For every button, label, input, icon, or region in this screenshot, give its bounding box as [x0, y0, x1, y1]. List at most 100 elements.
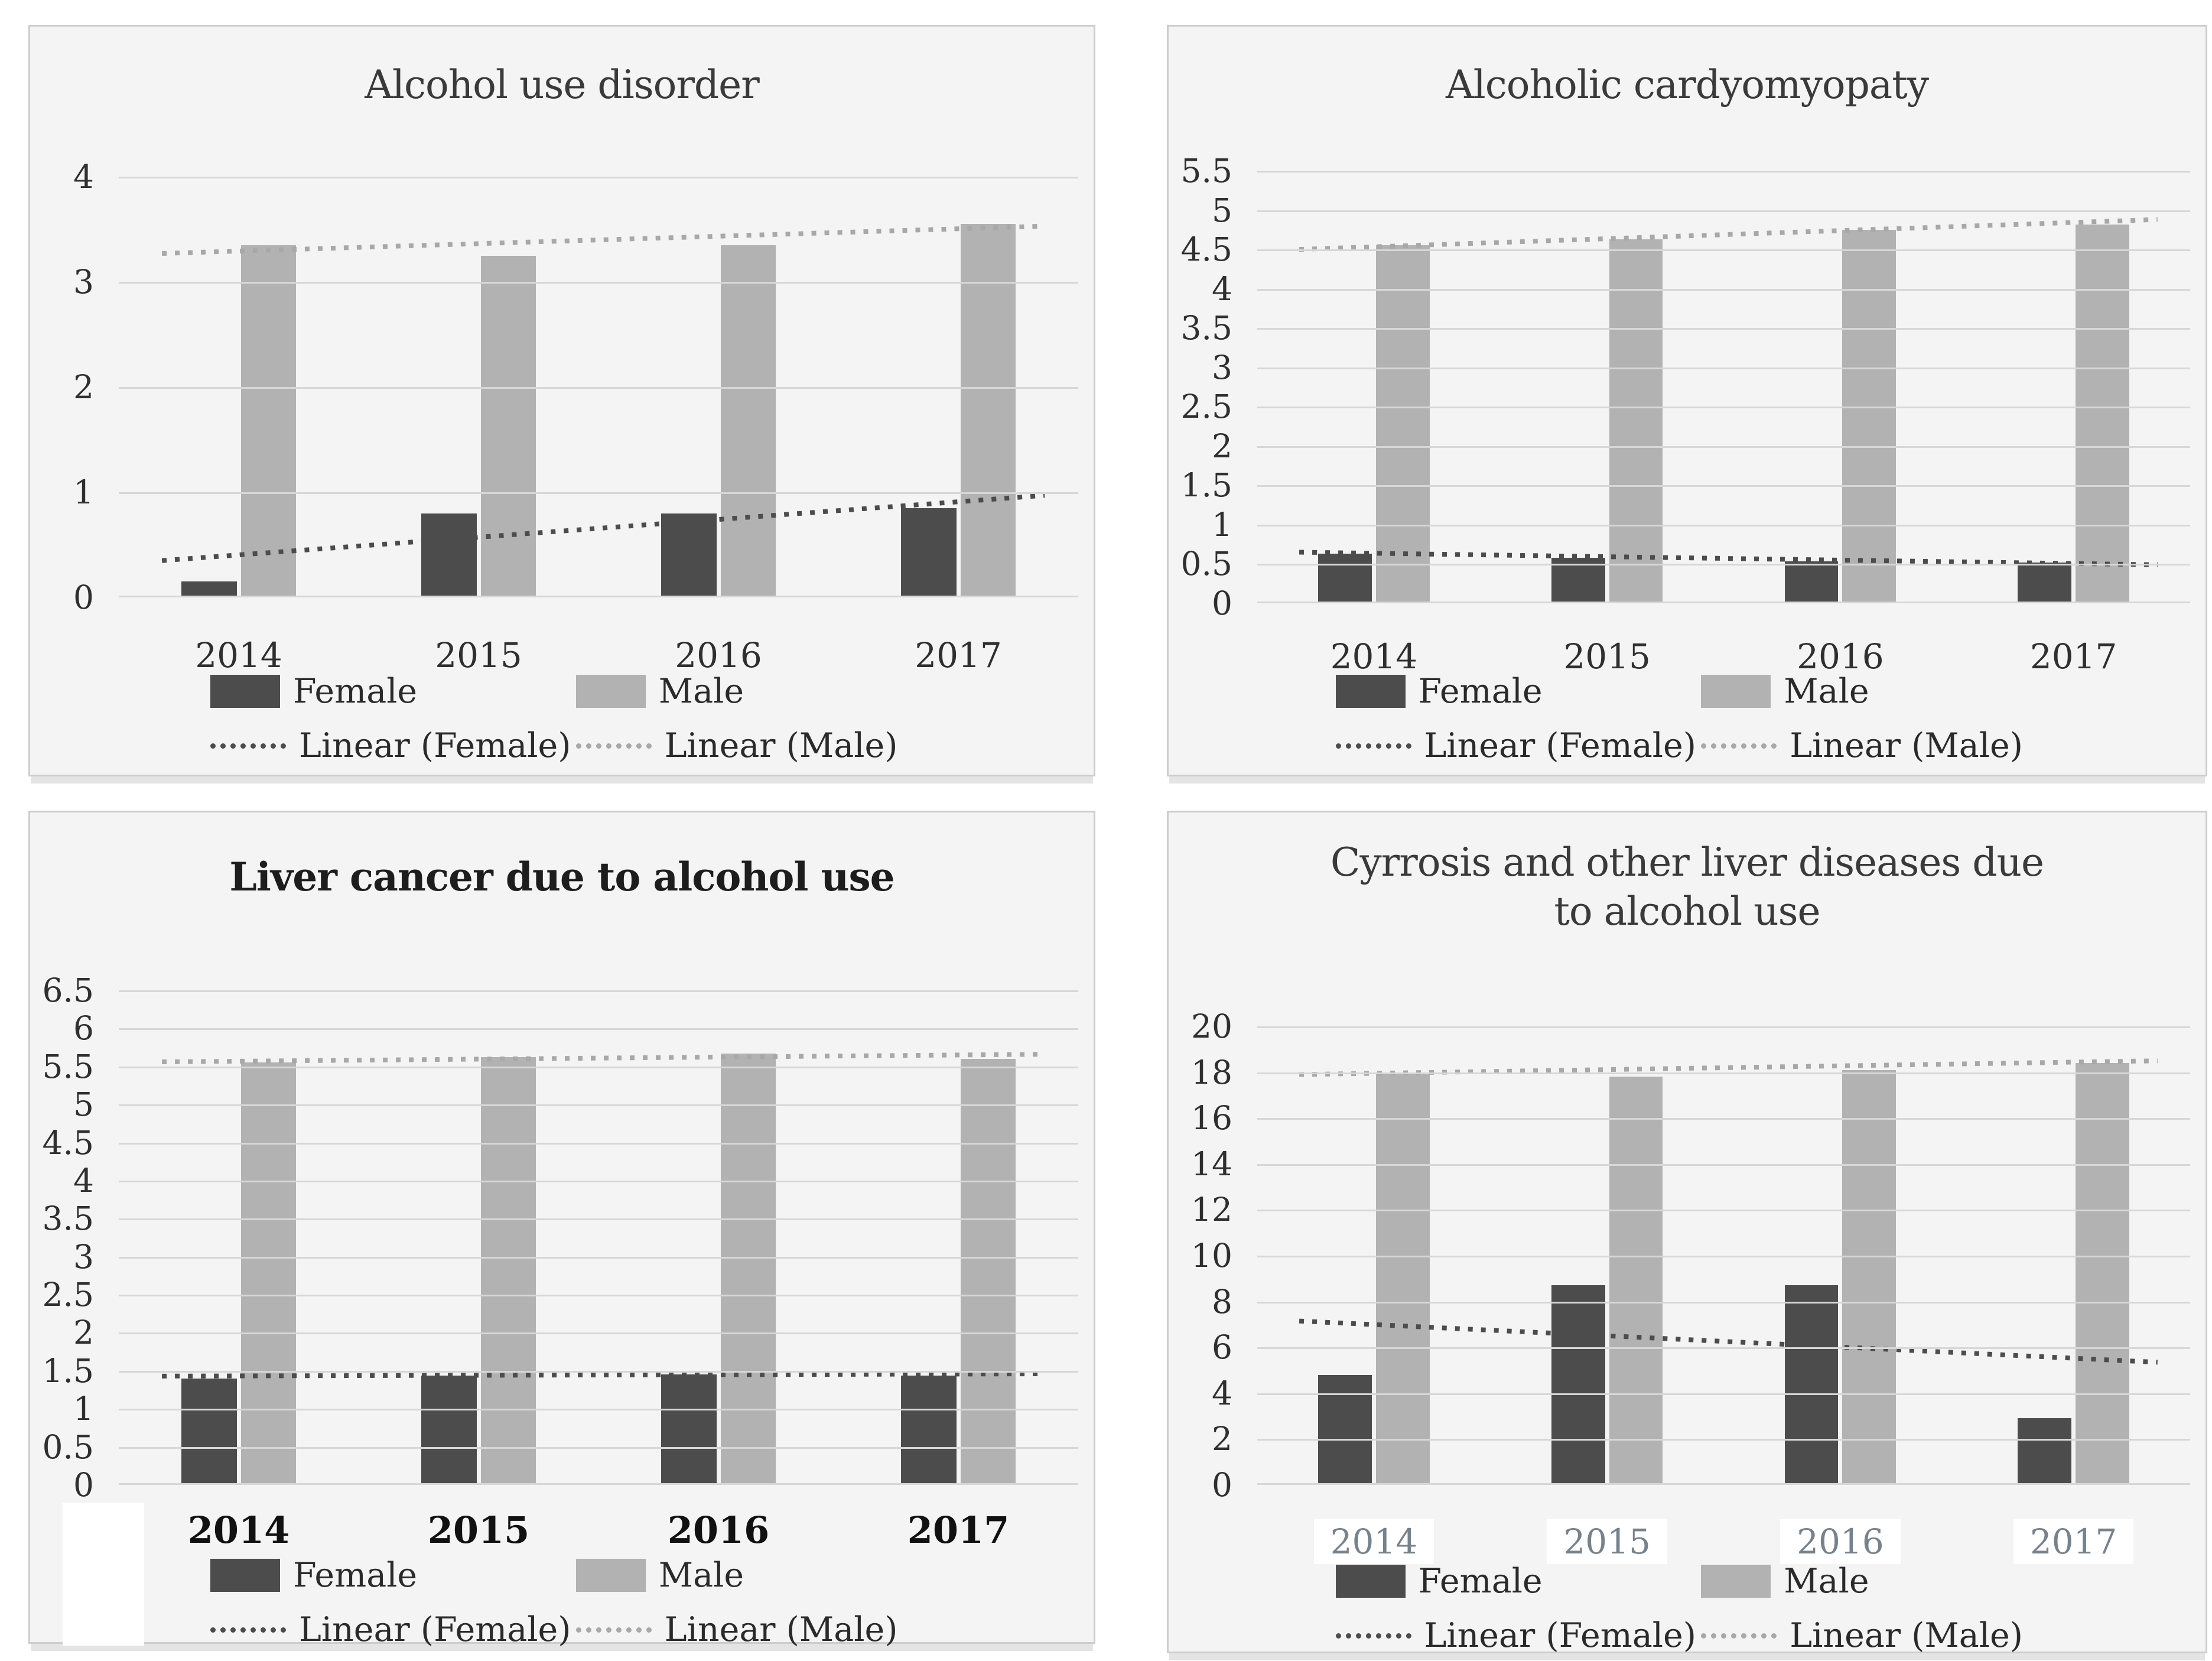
bar-female-2017 — [2018, 562, 2072, 603]
dotted-line-sample-female — [1335, 1633, 1411, 1639]
y-tick-label: 1.5 — [42, 1351, 94, 1390]
y-axis: 20 18 16 14 12 10 8 6 4 2 0 — [1169, 1007, 1257, 1504]
y-tick-label: 4 — [1212, 269, 1232, 308]
plot-area — [1257, 171, 2190, 603]
dotted-line-sample-male — [575, 743, 652, 749]
y-tick-label: 10 — [1191, 1237, 1232, 1275]
y-tick-label: 3 — [73, 1237, 94, 1276]
legend-item-linear-female: Linear (Female) — [1335, 1616, 1702, 1655]
gridline — [1257, 328, 2190, 330]
x-tick-label: 2014 — [195, 635, 282, 675]
y-tick-label: 4.5 — [1180, 230, 1232, 269]
bar-group-2016 — [1724, 1026, 1957, 1485]
legend-item-female: Female — [1335, 1562, 1702, 1601]
bar-female-2015 — [421, 1375, 477, 1485]
legend-label: Linear (Female) — [1424, 1616, 1697, 1655]
gridline — [119, 990, 1078, 992]
legend-label: Male — [1784, 672, 1869, 711]
legend-label: Female — [293, 1556, 418, 1595]
legend-item-male: Male — [1701, 672, 2038, 711]
gridline — [1257, 210, 2190, 212]
y-tick-label: 0 — [73, 578, 94, 616]
bar-groups — [1257, 171, 2190, 603]
x-axis-labels: 2014 2015 2016 2017 — [119, 1509, 1078, 1552]
x-tick-label: 2015 — [1563, 636, 1651, 677]
y-tick-label: 20 — [1191, 1007, 1232, 1045]
bar-group-2014 — [119, 177, 359, 597]
bar-female-2014 — [1318, 554, 1372, 603]
gridline — [1257, 288, 2190, 291]
bar-male-2015 — [1609, 239, 1663, 603]
legend-label: Linear (Male) — [664, 726, 898, 765]
plot-area — [1257, 1026, 2190, 1485]
bar-group-2016 — [598, 177, 838, 597]
y-tick-label: 3.5 — [42, 1200, 94, 1238]
y-tick-label: 0 — [1212, 584, 1232, 622]
gridline — [1257, 1210, 2190, 1212]
bar-female-2016 — [661, 1374, 717, 1485]
legend-label: Male — [658, 672, 744, 711]
gridline — [1257, 1026, 2190, 1028]
y-tick-label: 0 — [73, 1466, 94, 1504]
gridline — [1257, 485, 2190, 487]
y-tick-label: 1 — [73, 1390, 94, 1428]
female-swatch — [210, 675, 280, 708]
trendline-male — [1299, 217, 2158, 252]
y-tick-label: 4 — [1212, 1374, 1232, 1412]
bar-group-2015 — [1491, 171, 1724, 603]
trendlines-layer — [162, 1052, 1045, 1379]
y-tick-label: 18 — [1191, 1053, 1232, 1091]
bar-group-2015 — [359, 177, 598, 597]
bar-group-2016 — [598, 990, 838, 1485]
gridline — [119, 1447, 1078, 1449]
plot-wrap: 6.5 6 5.5 5 4.5 4 3.5 3 2.5 2 1.5 1 0.5 0 — [30, 971, 1078, 1504]
bar-groups — [119, 177, 1078, 597]
gridline — [119, 1180, 1078, 1182]
legend-item-linear-male: Linear (Male) — [575, 726, 913, 765]
gridline — [1257, 1256, 2190, 1257]
legend-item-linear-female: Linear (Female) — [210, 1610, 576, 1649]
y-tick-label: 2 — [73, 1314, 94, 1352]
bar-female-2017 — [2018, 1418, 2072, 1485]
legend-label: Male — [658, 1556, 744, 1595]
bar-male-2015 — [480, 255, 536, 597]
y-tick-label: 3 — [1212, 348, 1232, 386]
bar-groups — [119, 990, 1078, 1485]
x-tick-label: 2014 — [1330, 636, 1418, 677]
gridline — [119, 1409, 1078, 1411]
legend-item-linear-female: Linear (Female) — [210, 726, 576, 765]
gridline — [1257, 564, 2190, 566]
bar-male-2014 — [240, 245, 296, 597]
male-swatch — [1701, 675, 1771, 708]
gridline — [119, 1066, 1078, 1068]
bar-male-2015 — [1609, 1077, 1663, 1485]
x-tick-label: 2015 — [427, 1509, 530, 1552]
y-tick-label: 2.5 — [42, 1276, 94, 1314]
gridline — [119, 177, 1078, 178]
gridline — [1257, 1301, 2190, 1304]
legend-label: Male — [1784, 1562, 1869, 1601]
bar-group-2014 — [1257, 171, 1491, 603]
x-tick-label: 2016 — [1797, 636, 1884, 677]
trendlines-layer — [161, 223, 1045, 563]
gridline — [119, 596, 1078, 597]
y-tick-label: 0.5 — [1180, 545, 1232, 583]
gridline — [1257, 249, 2190, 252]
y-tick-label: 6 — [73, 1009, 94, 1048]
x-axis-labels: 2014 2015 2016 2017 — [1257, 636, 2190, 677]
legend-label: Female — [1418, 672, 1543, 711]
y-tick-label: 2.5 — [1180, 388, 1232, 426]
male-swatch — [575, 675, 646, 708]
gridline — [119, 1370, 1078, 1373]
y-tick-label: 4 — [73, 1161, 94, 1200]
bar-group-2017 — [838, 990, 1078, 1485]
y-tick-label: 0 — [1212, 1466, 1232, 1504]
legend-item-linear-male: Linear (Male) — [575, 1610, 913, 1649]
plot-area — [119, 990, 1078, 1485]
x-tick-label: 2017 — [2029, 636, 2117, 677]
gridline — [119, 1483, 1078, 1485]
y-tick-label: 2 — [73, 368, 94, 406]
bar-male-2017 — [960, 1058, 1016, 1485]
